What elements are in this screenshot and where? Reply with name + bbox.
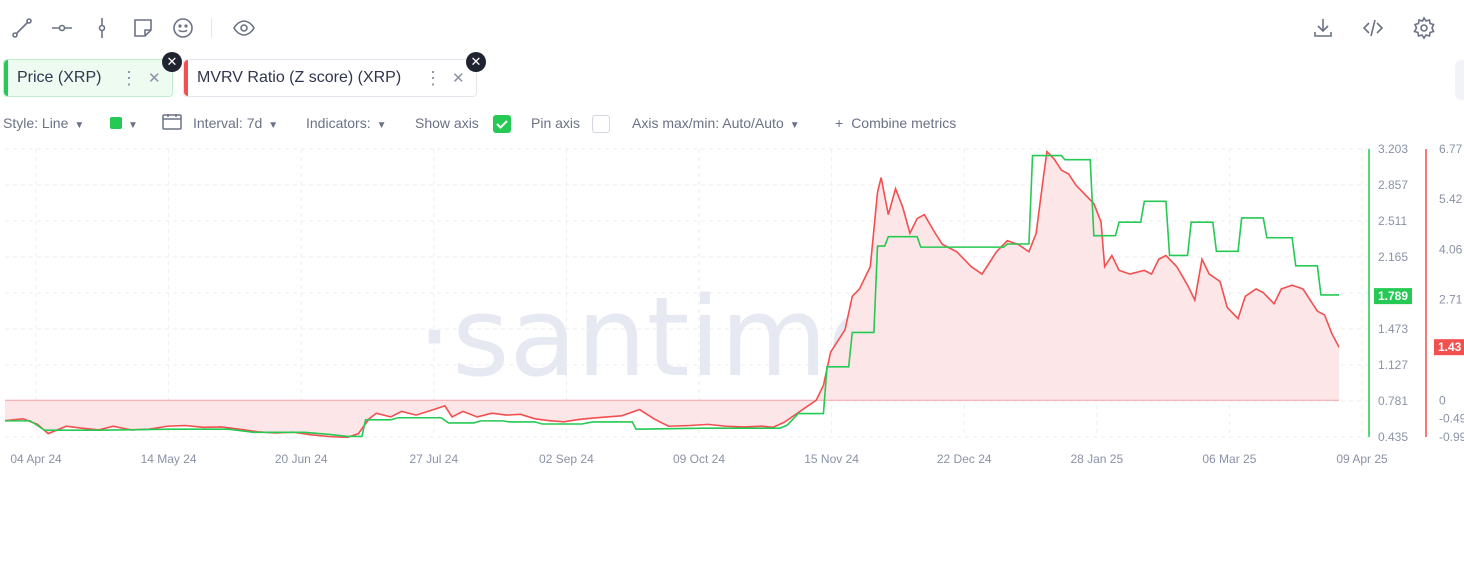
mvrv-axis-tick: -0.99 bbox=[1439, 430, 1464, 444]
chart-settings-row: Style: Line ▼ ▼ Interval: 7d ▼ Indicators:… bbox=[0, 112, 1000, 136]
chevron-down-icon: ▼ bbox=[789, 120, 800, 131]
x-tick-label: 04 Apr 24 bbox=[10, 452, 62, 466]
x-tick-label: 27 Jul 24 bbox=[409, 452, 458, 466]
metric-tab-mvrv[interactable]: MVRV Ratio (Z score) (XRP) ⋮ ✕ bbox=[183, 59, 477, 97]
price-axis-tick: 2.511 bbox=[1378, 214, 1407, 228]
interval-label: Interval: 7d bbox=[193, 115, 263, 131]
chevron-down-icon: ▼ bbox=[128, 120, 138, 131]
chevron-down-icon: ▼ bbox=[74, 120, 85, 131]
color-dropdown[interactable]: ▼ bbox=[110, 115, 138, 131]
metric-label: Price (XRP) bbox=[17, 69, 102, 86]
mvrv-axis-tick: -0.49 bbox=[1439, 411, 1464, 425]
horizontal-ray-icon[interactable] bbox=[50, 16, 74, 40]
close-icon[interactable]: ✕ bbox=[162, 52, 182, 72]
x-tick-label: 20 Jun 24 bbox=[275, 452, 328, 466]
x-tick-label: 09 Apr 25 bbox=[1336, 452, 1388, 466]
mvrv-last-value-badge bbox=[1434, 339, 1464, 356]
axis-maxmin-dropdown[interactable]: Axis max/min: Auto/Auto ▼ bbox=[632, 115, 800, 131]
settings-gear-icon[interactable] bbox=[1412, 16, 1436, 40]
download-icon[interactable] bbox=[1311, 16, 1335, 40]
mvrv-axis-tick: 6.77 bbox=[1439, 142, 1463, 156]
mvrv-axis-tick: 2.71 bbox=[1439, 293, 1463, 307]
indicators-dropdown[interactable]: Indicators: ▼ bbox=[306, 115, 387, 131]
show-axis-label: Show axis bbox=[415, 115, 479, 131]
combine-metrics-button[interactable]: + Combine metrics bbox=[835, 115, 956, 131]
price-axis-tick: 2.165 bbox=[1378, 250, 1408, 264]
x-tick-label: 28 Jan 25 bbox=[1070, 452, 1123, 466]
x-tick-label: 09 Oct 24 bbox=[673, 452, 725, 466]
interval-dropdown[interactable]: Interval: 7d ▼ bbox=[193, 115, 278, 131]
axis-maxmin-label: Axis max/min: Auto/Auto bbox=[632, 115, 784, 131]
more-options-icon[interactable]: ⋮ bbox=[120, 68, 138, 88]
mvrv-last-value: 1.43 bbox=[1438, 340, 1462, 354]
more-options-icon[interactable]: ⋮ bbox=[424, 68, 442, 88]
x-tick-label: 06 Mar 25 bbox=[1202, 452, 1256, 466]
price-axis-tick: 3.203 bbox=[1378, 142, 1408, 156]
price-axis-tick: 1.473 bbox=[1378, 322, 1408, 336]
price-axis-tick: 0.781 bbox=[1378, 394, 1408, 408]
metric-label: MVRV Ratio (Z score) (XRP) bbox=[197, 69, 402, 86]
price-axis-tick: 0.435 bbox=[1378, 430, 1408, 444]
metric-color-bar bbox=[184, 60, 188, 96]
eye-icon[interactable] bbox=[232, 16, 256, 40]
metric-tab-price[interactable]: Price (XRP) ⋮ ✕ bbox=[3, 59, 173, 97]
mvrv-area bbox=[5, 151, 1339, 438]
remove-metric-icon[interactable]: ✕ bbox=[452, 70, 465, 87]
side-panel-handle[interactable] bbox=[1455, 60, 1464, 100]
show-axis-checkbox[interactable] bbox=[493, 115, 511, 133]
chart-axes: 04 Apr 24 14 May 24 20 Jun 24 27 Jul 24 02 S… bbox=[10, 142, 1464, 466]
metric-color-bar bbox=[4, 60, 8, 96]
price-axis-tick: 2.857 bbox=[1378, 178, 1408, 192]
indicators-label: Indicators: bbox=[306, 115, 371, 131]
mvrv-axis-tick: 5.42 bbox=[1439, 192, 1463, 206]
x-tick-label: 02 Sep 24 bbox=[539, 452, 594, 466]
chart-toolbar bbox=[0, 0, 1464, 56]
price-last-value: 1.789 bbox=[1378, 289, 1408, 303]
emoji-icon[interactable] bbox=[171, 16, 195, 40]
toolbar-divider bbox=[211, 18, 212, 38]
style-dropdown[interactable]: Style: Line ▼ bbox=[3, 115, 84, 131]
price-line bbox=[5, 154, 1339, 438]
mvrv-axis-tick: 0 bbox=[1439, 393, 1446, 407]
combine-metrics-label: Combine metrics bbox=[851, 115, 957, 131]
plus-icon: + bbox=[835, 115, 844, 131]
chevron-down-icon: ▼ bbox=[268, 120, 279, 131]
remove-metric-icon[interactable]: ✕ bbox=[148, 70, 161, 87]
mvrv-line bbox=[4, 149, 1340, 439]
mvrv-axis-tick: 4.06 bbox=[1439, 243, 1463, 257]
calendar-icon bbox=[162, 113, 182, 134]
x-tick-label: 15 Nov 24 bbox=[804, 452, 859, 466]
pin-axis-checkbox[interactable] bbox=[592, 115, 610, 133]
chart-series bbox=[4, 149, 1340, 439]
line-draw-icon[interactable] bbox=[10, 16, 34, 40]
price-axis-tick: 1.127 bbox=[1378, 358, 1408, 372]
style-label: Style: Line bbox=[3, 115, 69, 131]
chevron-down-icon: ▼ bbox=[376, 120, 387, 131]
chart-canvas[interactable]: ·santiment· 04 Apr 24 14 May 24 20 Jun 24 2… bbox=[0, 140, 1464, 583]
note-icon[interactable] bbox=[131, 16, 155, 40]
embed-code-icon[interactable] bbox=[1361, 16, 1385, 40]
x-tick-label: 22 Dec 24 bbox=[937, 452, 992, 466]
vertical-line-icon[interactable] bbox=[90, 16, 114, 40]
x-tick-label: 14 May 24 bbox=[141, 452, 197, 466]
color-swatch bbox=[110, 117, 122, 129]
pin-axis-label: Pin axis bbox=[531, 115, 581, 131]
price-last-value-badge bbox=[1374, 288, 1412, 305]
close-icon[interactable]: ✕ bbox=[466, 52, 486, 72]
